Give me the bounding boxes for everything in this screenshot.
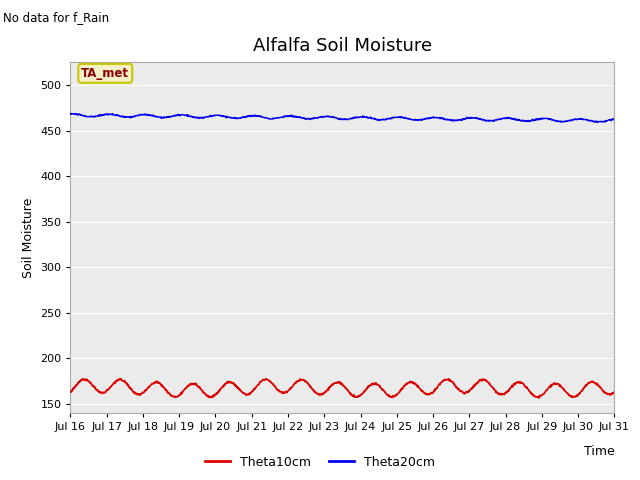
Text: No data for f_Rain: No data for f_Rain: [3, 11, 109, 24]
Y-axis label: Soil Moisture: Soil Moisture: [22, 197, 35, 278]
Text: Time: Time: [584, 445, 614, 458]
Title: Alfalfa Soil Moisture: Alfalfa Soil Moisture: [253, 37, 432, 55]
Text: TA_met: TA_met: [81, 67, 129, 80]
Legend: Theta10cm, Theta20cm: Theta10cm, Theta20cm: [200, 451, 440, 474]
